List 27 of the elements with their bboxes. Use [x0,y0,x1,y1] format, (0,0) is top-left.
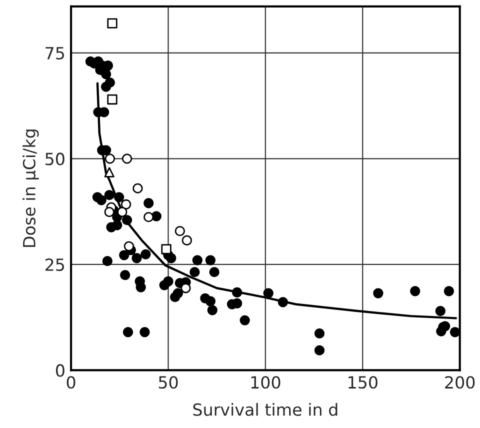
y-axis-title: Dose in μCi/kg [22,130,39,247]
y-tick-label: 0 [56,364,64,377]
x-tick-label: 200 [445,376,475,389]
point [132,183,143,194]
point [122,154,132,164]
x-tick-label: 0 [66,376,76,389]
x-tick-label: 50 [158,376,178,389]
x-axis-title: Survival time in d [193,403,338,416]
point [104,167,114,178]
point [104,154,116,164]
y-tick-label: 50 [46,152,64,166]
x-tick-label: 100 [251,376,280,389]
point [117,206,128,218]
point [161,244,172,254]
point [182,235,192,246]
point [107,18,118,28]
line-series [96,82,458,320]
point [120,199,132,210]
point [124,241,134,252]
x-tick-label: 150 [348,376,378,389]
point [104,206,114,218]
point [174,226,185,236]
point [144,212,154,222]
y-tick-label: 75 [46,47,64,60]
point [180,283,191,294]
y-tick-label: 25 [45,258,64,272]
point [107,94,118,105]
